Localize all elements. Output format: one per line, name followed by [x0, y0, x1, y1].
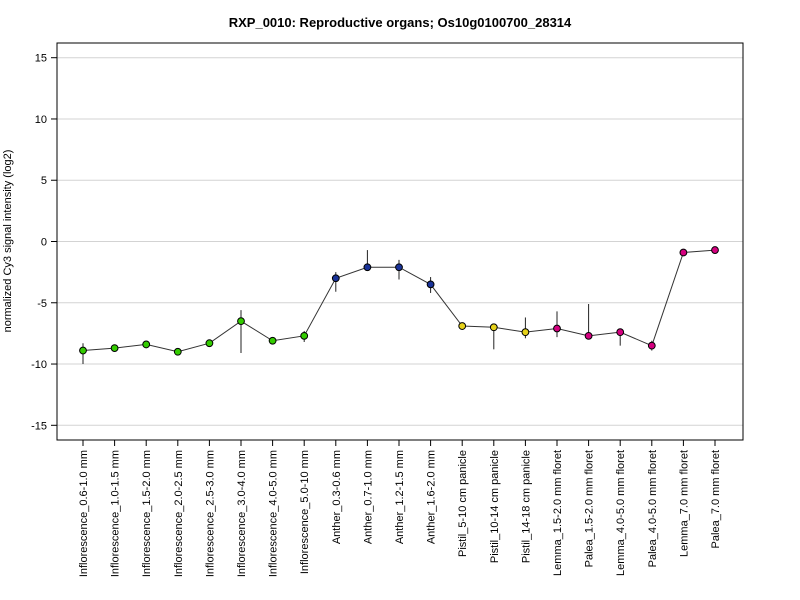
data-point	[142, 340, 151, 349]
data-point	[489, 323, 498, 332]
y-tick-label: -15	[31, 420, 47, 432]
x-tick-label: Lemma_1.5-2.0 mm floret	[552, 450, 564, 576]
x-tick-label: Palea_4.0-5.0 mm floret	[647, 450, 659, 567]
data-point	[363, 263, 372, 272]
data-series	[79, 246, 719, 365]
x-tick-label: Inflorescence_1.5-2.0 mm	[141, 450, 153, 577]
plot-frame	[56, 42, 744, 441]
x-tick-label: Inflorescence_1.0-1.5 mm	[110, 450, 122, 577]
x-tick-label: Inflorescence_4.0-5.0 mm	[268, 450, 280, 577]
data-point	[521, 328, 530, 337]
data-point	[711, 246, 719, 254]
x-tick-label: Inflorescence_3.0-4.0 mm	[236, 450, 248, 577]
data-point	[458, 322, 467, 330]
x-tick-label: Inflorescence_5.0-10 mm	[299, 450, 311, 574]
y-tick-label: 15	[35, 53, 47, 65]
data-point	[173, 347, 182, 356]
data-point	[79, 346, 87, 355]
data-point	[268, 336, 277, 345]
data-point	[205, 339, 214, 348]
x-tick-label: Anther_1.6-2.0 mm	[426, 450, 438, 544]
data-point	[426, 280, 435, 289]
data-point	[616, 328, 625, 337]
data-point	[679, 248, 688, 257]
y-tick-label: 0	[41, 237, 47, 249]
x-tick-label: Pistil_10-14 cm panicle	[489, 450, 501, 563]
x-tick-label: Anther_1.2-1.5 mm	[394, 450, 406, 544]
chart-title: RXP_0010: Reproductive organs; Os10g0100…	[229, 15, 572, 30]
x-tick-label: Lemma_4.0-5.0 mm floret	[615, 450, 627, 576]
x-tick-label: Pistil_5-10 cm panicle	[457, 450, 469, 557]
data-point	[110, 344, 119, 353]
x-tick-label: Pistil_14-18 cm panicle	[520, 450, 532, 563]
x-tick-label: Palea_7.0 mm floret	[710, 450, 722, 548]
data-point	[331, 274, 340, 283]
y-tick-label: -5	[37, 298, 47, 310]
x-tick-label: Anther_0.3-0.6 mm	[331, 450, 343, 544]
x-tick-label: Palea_1.5-2.0 mm floret	[584, 450, 596, 567]
x-tick-label: Lemma_7.0 mm floret	[678, 450, 690, 557]
data-point	[584, 331, 593, 340]
y-axis-label: normalized Cy3 signal intensity (log2)	[2, 150, 14, 333]
data-point	[553, 324, 561, 333]
x-tick-label: Inflorescence_2.0-2.5 mm	[173, 450, 185, 577]
data-point	[300, 331, 309, 340]
x-tick-label: Anther_0.7-1.0 mm	[362, 450, 374, 544]
y-tick-label: 10	[35, 114, 47, 126]
x-axis: Inflorescence_0.6-1.0 mm Inflorescence_1.…	[78, 440, 722, 577]
x-tick-label: Inflorescence_2.5-3.0 mm	[204, 450, 216, 577]
y-axis: -15 -10 -5 0 5 10 15	[31, 53, 57, 432]
data-point	[237, 317, 245, 326]
y-tick-label: -10	[31, 359, 47, 371]
y-tick-label: 5	[41, 175, 47, 187]
data-point	[647, 341, 656, 350]
x-tick-label: Inflorescence_0.6-1.0 mm	[78, 450, 90, 577]
data-point	[395, 263, 403, 272]
grid-lines	[57, 57, 743, 426]
